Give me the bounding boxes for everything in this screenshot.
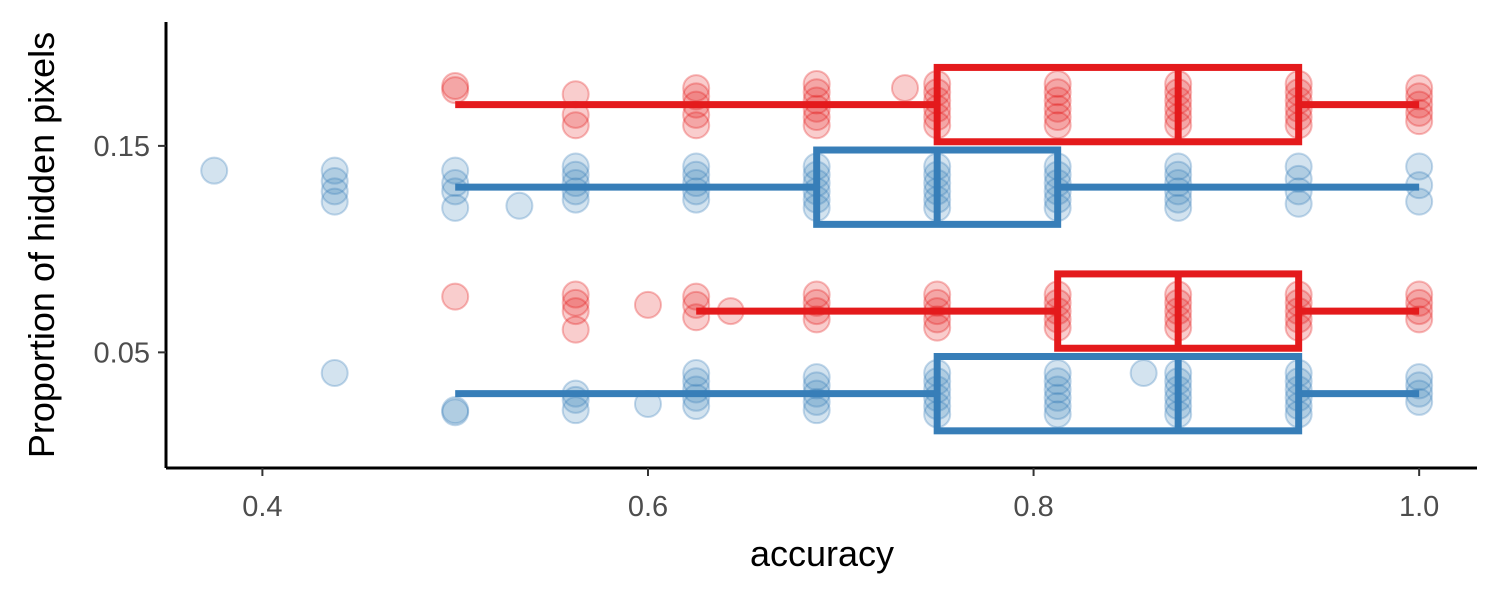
ticks-layer: 0.4 0.6 0.8 1.0 0.05 0.15 [94,131,1440,523]
data-point [320,359,349,388]
data-point [923,280,952,309]
data-point [890,74,919,103]
data-point [320,187,349,216]
y-tick-label: 0.05 [94,337,150,369]
data-point [1284,152,1313,181]
data-point [1043,69,1072,98]
data-point [1043,86,1072,115]
data-point [1043,367,1072,396]
points-layer [200,69,1434,429]
data-point [802,69,831,98]
data-point [1405,280,1434,309]
data-point [1284,189,1313,218]
data-point [320,156,349,185]
data-point [561,111,590,140]
data-point [1043,94,1072,123]
x-axis-title: accuracy [750,533,894,574]
data-point [561,288,590,317]
data-point [1043,78,1072,107]
data-point [802,111,831,140]
y-tick-label: 0.15 [94,131,150,163]
data-point [802,396,831,425]
data-point [441,193,470,222]
data-point [1164,152,1193,181]
data-point [561,297,590,326]
data-point [441,396,470,425]
data-point [802,363,831,392]
data-point [1043,383,1072,412]
data-point [200,156,229,185]
data-point [441,398,470,427]
data-point [441,156,470,185]
data-point [561,396,590,425]
data-point [1043,375,1072,404]
data-point [561,280,590,309]
data-point [633,290,662,319]
data-point [682,111,711,140]
data-point [1164,193,1193,222]
data-point [1405,152,1434,181]
data-point [561,315,590,344]
data-point [1405,74,1434,103]
data-point [1129,359,1158,388]
data-point [682,152,711,181]
x-tick-label: 0.4 [242,491,282,523]
axes-layer [164,22,1477,470]
data-point [441,72,470,101]
data-point [1043,102,1072,131]
x-tick-label: 0.8 [1013,491,1053,523]
y-axis-title: Proportion of hidden pixels [21,32,62,458]
data-point [1043,392,1072,421]
iqr-box [933,353,1303,435]
iqr-box [933,63,1303,146]
data-point [1043,359,1072,388]
data-point [1405,107,1434,136]
data-point [1405,187,1434,216]
data-point [441,76,470,105]
data-point [682,74,711,103]
data-point [802,280,831,309]
x-tick-label: 0.6 [628,491,668,523]
data-point [561,152,590,181]
boxes-layer [455,63,1420,435]
data-point [923,313,952,342]
data-point [1043,111,1072,140]
data-point [1043,400,1072,429]
x-tick-label: 1.0 [1399,491,1439,523]
data-point [441,282,470,311]
data-point [1405,363,1434,392]
data-point [682,359,711,388]
data-point [505,191,534,220]
data-point [320,177,349,206]
data-point [320,166,349,195]
